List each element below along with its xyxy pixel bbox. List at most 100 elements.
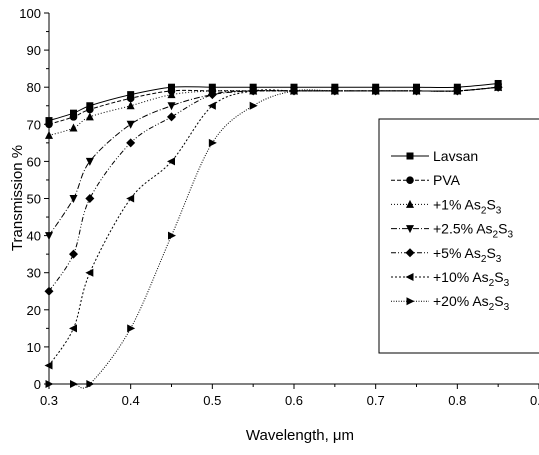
y-tick-label: 90 bbox=[27, 43, 41, 58]
y-tick-label: 40 bbox=[27, 229, 41, 244]
data-point bbox=[70, 380, 78, 388]
data-point bbox=[69, 195, 78, 203]
legend-box bbox=[378, 118, 539, 354]
y-tick-label: 70 bbox=[27, 117, 41, 132]
data-point bbox=[126, 138, 136, 148]
legend-marker bbox=[406, 297, 415, 306]
x-axis-label: Wavelength, μm bbox=[246, 427, 354, 444]
legend-label-text: +2.5% As bbox=[433, 221, 493, 237]
data-point bbox=[207, 101, 216, 110]
legend-label-text: Lavsan bbox=[433, 148, 478, 164]
legend-subscript: 3 bbox=[496, 254, 502, 265]
x-tick-label: 0.7 bbox=[367, 393, 385, 408]
data-point bbox=[45, 120, 53, 129]
legend-subscript: 3 bbox=[504, 302, 510, 313]
legend-label: Lavsan bbox=[433, 148, 478, 164]
y-tick-label: 0 bbox=[34, 377, 41, 392]
y-tick-label: 100 bbox=[19, 6, 41, 21]
legend-subscript: 2 bbox=[489, 302, 495, 313]
legend-label: +1% As2S3 bbox=[433, 196, 502, 216]
data-point bbox=[85, 112, 94, 121]
data-point bbox=[331, 86, 340, 95]
legend-label-text: S bbox=[486, 245, 495, 261]
legend-label-text: S bbox=[494, 293, 503, 309]
legend-marker bbox=[406, 225, 414, 234]
data-point bbox=[167, 90, 176, 99]
x-tick-label: 0.6 bbox=[285, 393, 303, 408]
data-point bbox=[248, 86, 257, 95]
legend-subscript: 3 bbox=[496, 205, 502, 216]
legend-label-text: +5% As bbox=[433, 245, 481, 261]
data-point bbox=[167, 112, 176, 122]
data-point bbox=[126, 101, 135, 110]
legend-label-text: S bbox=[486, 196, 495, 212]
y-tick-label: 80 bbox=[27, 80, 41, 95]
y-tick-label: 50 bbox=[27, 192, 41, 207]
legend-marker bbox=[405, 273, 414, 281]
x-tick-label: 0.8 bbox=[448, 393, 466, 408]
series-layer bbox=[44, 79, 503, 389]
data-point bbox=[167, 102, 176, 111]
data-point bbox=[44, 286, 54, 296]
axes: 0 10 20 30 40 50 60 70 80 90 100 0.3 0.4 0.5 0.6 0.7 0.8… bbox=[19, 6, 539, 408]
data-point bbox=[494, 83, 503, 92]
legend-subscript: 2 bbox=[493, 230, 499, 241]
data-point bbox=[127, 324, 136, 333]
data-point bbox=[69, 249, 78, 259]
x-tick-label: 0.9 bbox=[530, 393, 539, 408]
data-point bbox=[85, 268, 94, 277]
data-point bbox=[208, 138, 217, 147]
x-tick-label: 0.4 bbox=[122, 393, 140, 408]
data-point bbox=[44, 361, 53, 370]
data-point bbox=[207, 90, 217, 100]
data-point bbox=[69, 123, 78, 132]
y-tick-label: 20 bbox=[27, 303, 41, 318]
legend-label: +20% As2S3 bbox=[433, 293, 510, 313]
legend-subscript: 3 bbox=[504, 278, 510, 289]
data-point bbox=[413, 86, 421, 95]
legend-label-text: S bbox=[498, 221, 507, 237]
legend-marker bbox=[406, 152, 414, 160]
legend-subscript: 3 bbox=[507, 230, 513, 241]
legend-label: +5% As2S3 bbox=[433, 245, 502, 265]
y-axis-label: Transmission % bbox=[9, 145, 26, 251]
data-point bbox=[126, 194, 135, 203]
legend-label: +10% As2S3 bbox=[433, 269, 510, 289]
data-point bbox=[126, 120, 135, 129]
legend-label-text: PVA bbox=[433, 172, 461, 188]
x-tick-label: 0.3 bbox=[40, 393, 58, 408]
legend-label-text: +20% As bbox=[433, 293, 489, 309]
legend-marker bbox=[406, 199, 414, 208]
data-point bbox=[85, 194, 95, 203]
legend-marker bbox=[405, 248, 415, 258]
data-point bbox=[69, 113, 78, 121]
data-point bbox=[290, 86, 299, 95]
legend-subscript: 2 bbox=[481, 254, 487, 265]
legend-subscript: 2 bbox=[489, 278, 495, 289]
data-point bbox=[167, 157, 175, 166]
data-point bbox=[86, 380, 95, 388]
data-point bbox=[45, 130, 53, 139]
series-line bbox=[48, 82, 499, 122]
legend-label-text: +10% As bbox=[433, 269, 489, 285]
data-point bbox=[126, 94, 135, 103]
data-point bbox=[372, 86, 381, 95]
series-line bbox=[48, 86, 499, 389]
x-tick-label: 0.5 bbox=[203, 393, 221, 408]
legend-subscript: 2 bbox=[481, 205, 487, 216]
y-tick-label: 60 bbox=[27, 154, 41, 169]
data-point bbox=[69, 324, 77, 333]
data-point bbox=[249, 101, 258, 110]
data-point bbox=[168, 231, 176, 240]
legend-label: PVA bbox=[433, 172, 461, 188]
y-tick-label: 10 bbox=[27, 340, 41, 355]
data-point bbox=[86, 105, 94, 114]
data-point bbox=[45, 380, 54, 388]
legend-label-text: S bbox=[494, 269, 503, 285]
data-point bbox=[45, 232, 53, 241]
data-point bbox=[453, 86, 462, 95]
series-6 bbox=[45, 83, 503, 389]
